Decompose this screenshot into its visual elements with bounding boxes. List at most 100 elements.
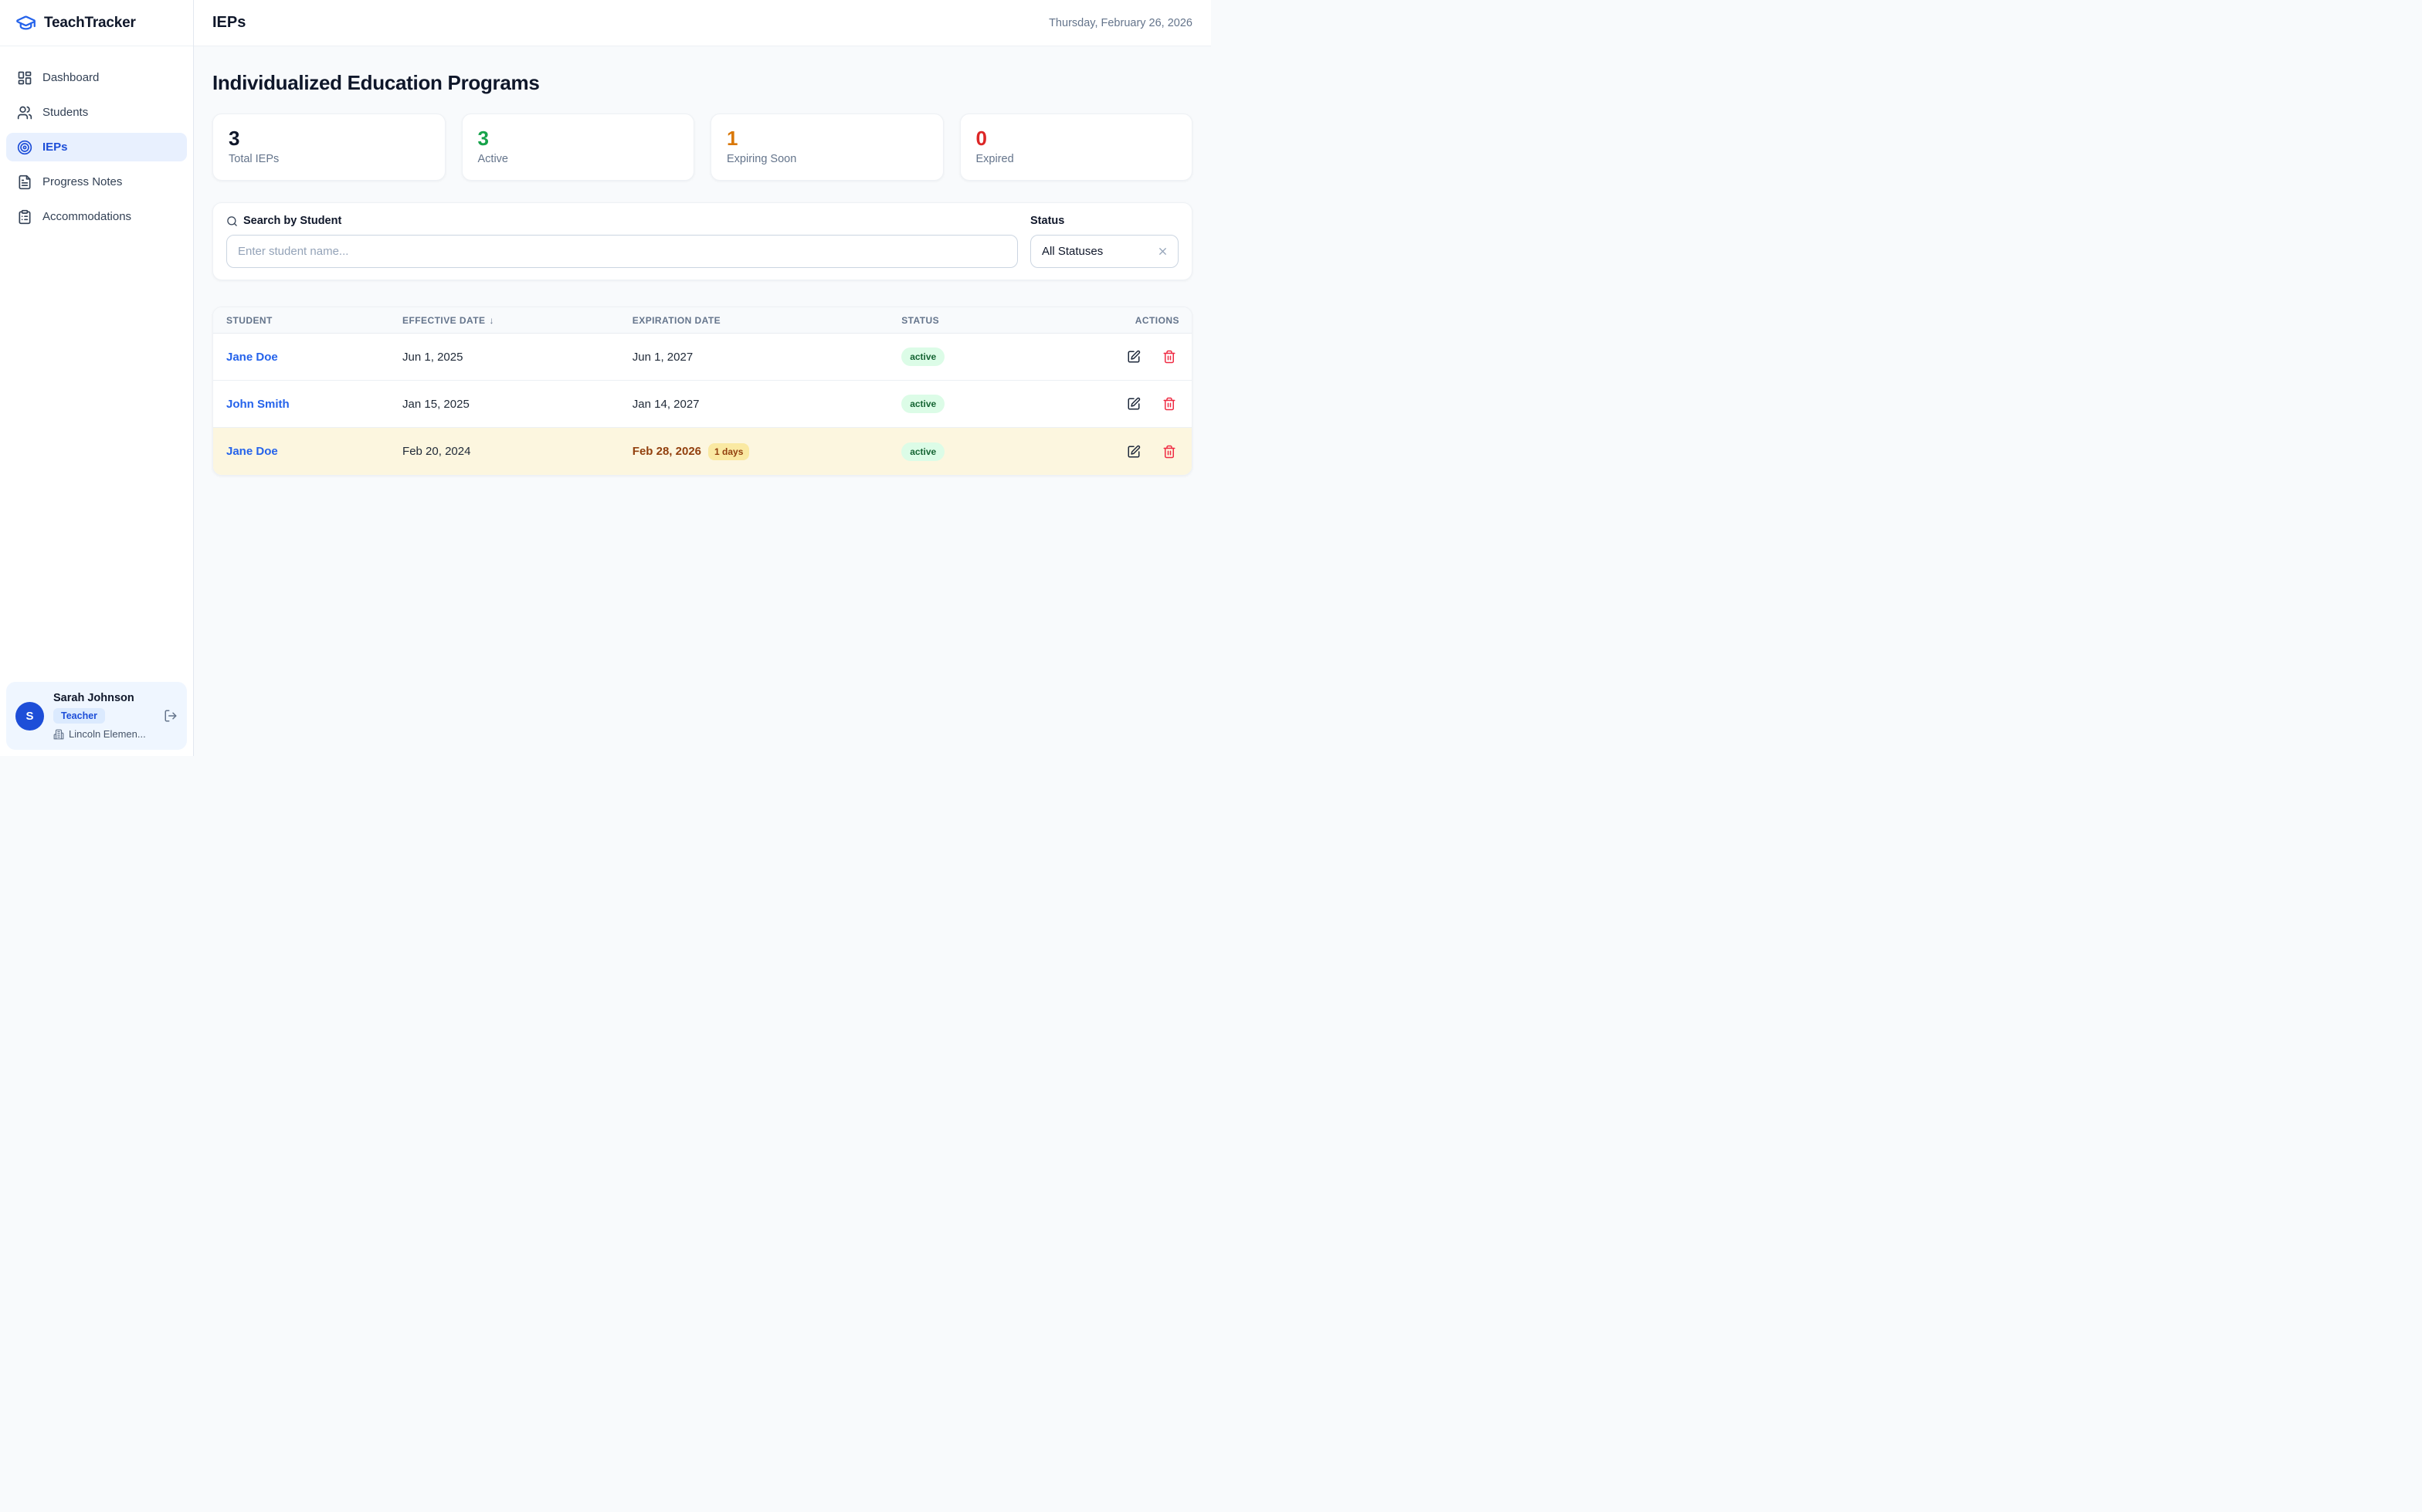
stat-card-total-ieps: 3 Total IEPs [212,114,446,181]
edit-icon [1128,445,1141,457]
table-row: Jane Doe Jun 1, 2025 Jun 1, 2027 active [213,334,1192,381]
search-input[interactable] [226,235,1018,268]
table-row: John Smith Jan 15, 2025 Jan 14, 2027 act… [213,381,1192,428]
effective-date-cell: Jan 15, 2025 [402,397,470,411]
delete-button[interactable] [1162,350,1176,364]
user-school: Lincoln Elemen... [53,728,146,740]
sidebar-item-students[interactable]: Students [6,98,187,127]
status-badge: active [901,347,945,366]
iep-table: STUDENT EFFECTIVE DATE ↓ EXPIRATION DATE… [212,307,1192,476]
user-school-label: Lincoln Elemen... [69,728,146,740]
app-logo: TeachTracker [0,0,193,46]
edit-button[interactable] [1127,445,1141,459]
edit-button[interactable] [1127,350,1141,364]
sidebar-nav: Dashboard Students IEPs Progress Notes A… [0,46,193,676]
days-remaining-badge: 1 days [708,442,750,460]
graduation-cap-icon [16,15,36,30]
table-header-row: STUDENT EFFECTIVE DATE ↓ EXPIRATION DATE… [213,307,1192,334]
dashboard-icon [18,71,32,84]
search-icon [227,215,237,226]
stat-value: 1 [727,127,738,150]
expiration-date-cell: Feb 28, 2026 1 days [619,442,888,460]
topbar: IEPs Thursday, February 26, 2026 [194,0,1211,46]
row-actions [1104,350,1192,364]
file-text-icon [19,175,31,189]
stat-value: 3 [229,127,240,150]
page-header-title: IEPs [212,14,246,31]
effective-date-cell: Jun 1, 2025 [402,350,463,364]
stat-label: Active [477,152,509,165]
current-date: Thursday, February 26, 2026 [1049,16,1192,29]
page-title: Individualized Education Programs [212,71,540,94]
edit-icon [1128,397,1141,410]
sidebar-item-label: Accommodations [42,210,132,223]
search-block: Search by Student [226,215,1018,268]
clipboard-list-icon [19,209,31,224]
expiration-date-warning: Feb 28, 2026 [632,444,702,458]
stat-card-expired: 0 Expired [959,114,1192,181]
target-icon [17,140,32,154]
sidebar-item-label: IEPs [42,141,68,154]
user-profile-card: S Sarah Johnson Teacher Lincoln Elemen..… [6,682,187,750]
column-header-effective-date[interactable]: EFFECTIVE DATE ↓ [402,314,494,326]
status-badge: active [901,395,945,413]
edit-icon [1128,350,1141,363]
status-label: Status [1030,215,1065,227]
stat-card-active: 3 Active [461,114,694,181]
status-filter-block: Status All Statuses [1030,215,1179,268]
trash-icon [1163,397,1175,411]
app-title: TeachTracker [44,14,136,31]
building-icon [53,729,64,739]
edit-button[interactable] [1127,397,1141,411]
sidebar-item-dashboard[interactable]: Dashboard [6,63,187,92]
user-name: Sarah Johnson [53,692,134,704]
status-select[interactable]: All Statuses [1030,235,1179,268]
logout-button[interactable] [164,709,178,723]
sidebar-item-ieps[interactable]: IEPs [6,133,187,161]
column-header-student[interactable]: STUDENT [226,314,273,326]
user-info: Sarah Johnson Teacher Lincoln Elemen... [53,692,146,740]
logout-icon [165,710,177,722]
status-select-value: All Statuses [1042,245,1104,258]
stat-card-expiring-soon: 1 Expiring Soon [711,114,944,181]
stat-label: Expiring Soon [727,152,797,165]
stat-label: Total IEPs [229,152,280,165]
delete-button[interactable] [1162,397,1176,411]
column-header-status[interactable]: STATUS [901,314,940,326]
page-content: Individualized Education Programs 3 Tota… [194,46,1211,756]
student-link[interactable]: Jane Doe [226,445,278,458]
avatar: S [15,701,44,731]
stat-value: 3 [477,127,489,150]
clear-status-filter-button[interactable] [1157,246,1169,257]
column-header-expiration-date[interactable]: EXPIRATION DATE [632,314,721,326]
main-area: IEPs Thursday, February 26, 2026 Individ… [194,0,1211,756]
search-label-text: Search by Student [243,215,342,227]
sort-descending-icon: ↓ [489,314,494,326]
user-role-badge: Teacher [53,708,106,724]
stat-value: 0 [975,127,987,150]
student-link[interactable]: John Smith [226,397,290,411]
sidebar-item-label: Progress Notes [42,175,123,188]
trash-icon [1163,445,1175,458]
effective-date-cell: Feb 20, 2024 [402,445,471,458]
app-root: TeachTracker Dashboard Students IEPs Pro… [0,0,1211,756]
filters-panel: Search by Student Status All Statuses [212,202,1192,280]
stat-label: Expired [975,152,1014,165]
sidebar: TeachTracker Dashboard Students IEPs Pro… [0,0,194,756]
column-header-actions: ACTIONS [1135,314,1179,326]
sidebar-item-progress-notes[interactable]: Progress Notes [6,168,187,196]
sidebar-item-accommodations[interactable]: Accommodations [6,202,187,231]
sidebar-item-label: Students [42,106,89,119]
status-badge: active [901,442,945,461]
stats-row: 3 Total IEPs 3 Active 1 Expiring Soon 0 … [212,114,1192,181]
expiration-date-cell: Jan 14, 2027 [632,397,700,411]
table-row-expiring: Jane Doe Feb 20, 2024 Feb 28, 2026 1 days… [213,428,1192,475]
trash-icon [1163,350,1175,364]
close-icon [1159,248,1166,255]
sidebar-item-label: Dashboard [42,71,100,84]
student-link[interactable]: Jane Doe [226,350,278,364]
delete-button[interactable] [1162,445,1176,459]
students-icon [17,106,32,119]
expiration-date-cell: Jun 1, 2027 [632,350,694,364]
row-actions [1104,397,1192,411]
